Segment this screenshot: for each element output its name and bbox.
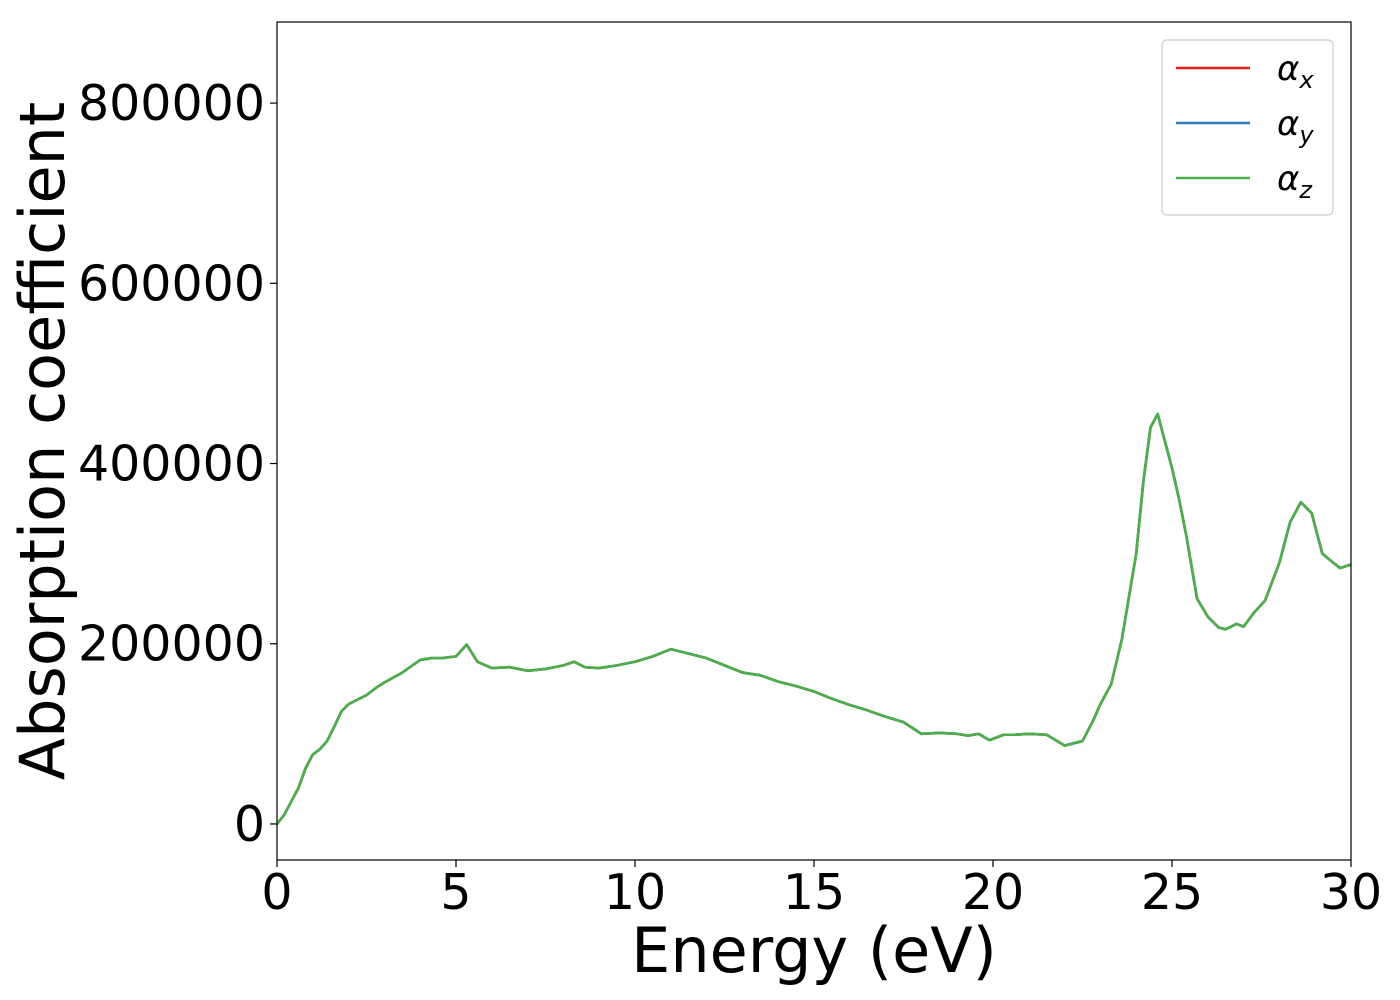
- legend-label-subscript: x: [1298, 66, 1314, 94]
- legend-label-x: αx: [1277, 49, 1314, 94]
- legend-label-main: α: [1277, 49, 1299, 89]
- legend-label-subscript: z: [1298, 176, 1313, 204]
- legend-frame: [1161, 39, 1334, 216]
- y-tick-label: 600000: [78, 255, 265, 312]
- series-line-z: [277, 412, 1351, 826]
- legend-label-y: αy: [1277, 104, 1314, 149]
- y-tick-label: 800000: [78, 75, 265, 132]
- x-tick-label: 10: [604, 864, 666, 921]
- y-tick-label: 200000: [78, 616, 265, 673]
- y-axis-ticks: 0 200000 400000 600000 800000: [78, 75, 277, 853]
- x-tick-label: 30: [1320, 864, 1382, 921]
- x-tick-label: 20: [962, 864, 1024, 921]
- x-tick-label: 0: [261, 864, 292, 921]
- x-tick-label: 5: [440, 864, 471, 921]
- legend-label-subscript: y: [1298, 121, 1314, 149]
- y-tick-label: 0: [234, 796, 265, 853]
- legend-label-main: α: [1277, 104, 1299, 144]
- x-tick-label: 25: [1141, 864, 1203, 921]
- legend-label-main: α: [1277, 159, 1299, 199]
- legend-label-z: αz: [1277, 159, 1313, 204]
- x-tick-label: 15: [783, 864, 845, 921]
- x-axis-title: Energy (eV): [631, 914, 997, 987]
- series-layer: [277, 412, 1351, 826]
- series-lines: [277, 412, 1351, 826]
- y-axis-title: Absorption coefficient: [6, 102, 79, 781]
- x-axis-ticks: 0 5 10 15 20 25 30: [261, 860, 1382, 921]
- y-tick-label: 400000: [78, 436, 265, 493]
